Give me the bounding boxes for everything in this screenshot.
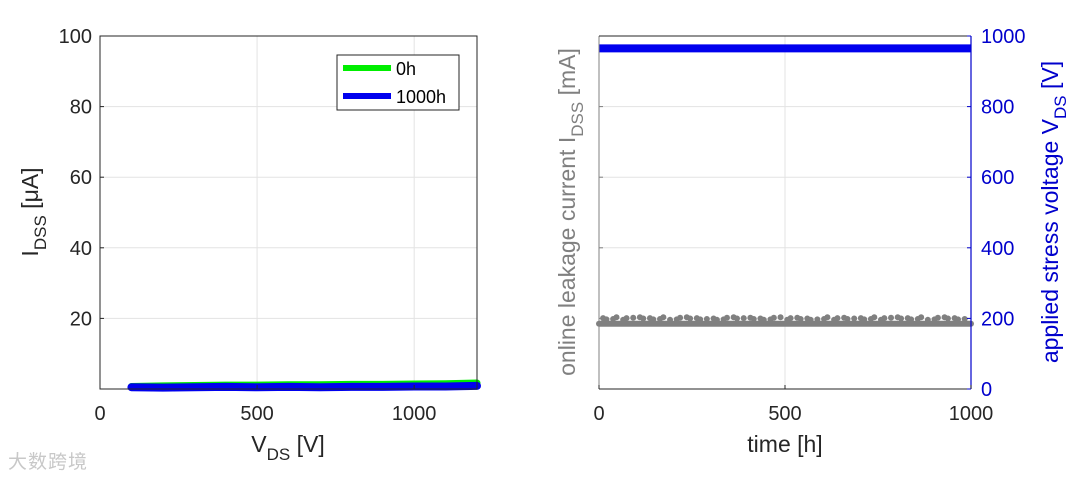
x-tick-label-left: 500 xyxy=(240,403,273,425)
leakage-noise-point xyxy=(697,316,704,323)
leakage-vs-voltage-chart: 0 500 1000 20 40 60 80 100 VDS [V] IDSS [μA] 0… xyxy=(17,26,481,464)
leakage-noise-point xyxy=(834,315,841,322)
x-tick-label-right: 0 xyxy=(593,403,604,425)
series-left xyxy=(127,379,481,392)
series-line-1000h xyxy=(127,381,481,392)
leakage-noise-point xyxy=(787,315,794,322)
y-tick-label-left: 80 xyxy=(70,97,92,119)
y-axis-label-left-side: online leakage current IDSS [mA] xyxy=(554,48,587,376)
leakage-noise-point xyxy=(954,316,961,323)
leakage-noise-point xyxy=(898,315,905,322)
leakage-noise-point xyxy=(713,316,720,323)
x-axis-label-right: time [h] xyxy=(747,431,822,457)
leakage-noise-point xyxy=(814,316,821,323)
leakage-noise-point xyxy=(630,314,637,321)
x-ticks-left: 0 500 1000 xyxy=(94,385,436,425)
leakage-noise-point xyxy=(640,315,647,322)
leakage-noise-point xyxy=(961,315,968,322)
watermark-logo: 大数跨境 xyxy=(8,451,89,473)
legend: 0h 1000h xyxy=(336,54,460,111)
leakage-noise-point xyxy=(750,315,757,322)
leakage-noise-point xyxy=(888,314,895,321)
y-tick-label-right: 200 xyxy=(981,308,1014,330)
leakage-noise-point xyxy=(703,315,710,322)
leakage-noise-point xyxy=(660,314,667,321)
leakage-noise-point xyxy=(824,314,831,321)
leakage-noise-point xyxy=(770,314,777,321)
leakage-vs-time-chart: 0 500 1000 0 200 400 600 800 1000 time [h] onli… xyxy=(554,26,1070,457)
series-right xyxy=(596,44,974,327)
leakage-noise-point xyxy=(934,314,941,321)
y-axis-label-right-side: applied stress voltage VDS [V] xyxy=(1037,61,1070,363)
leakage-noise-point xyxy=(871,314,878,321)
y-tick-label-left: 60 xyxy=(70,167,92,189)
y-axis-label-left: IDSS [μA] xyxy=(17,167,50,256)
leakage-noise-point xyxy=(723,314,730,321)
x-tick-label-left: 0 xyxy=(94,403,105,425)
leakage-noise-point xyxy=(851,315,858,322)
legend-box xyxy=(336,54,460,111)
leakage-noise-point xyxy=(797,315,804,322)
y-tick-label-right: 1000 xyxy=(981,26,1026,48)
plot-frame-left xyxy=(99,35,478,390)
leakage-noise-point xyxy=(777,314,784,321)
x-tick-label-left: 1000 xyxy=(392,403,437,425)
y-ticks-left: 20 40 60 80 100 xyxy=(59,26,104,330)
legend-label-1000h: 1000h xyxy=(396,87,446,107)
leakage-noise-point xyxy=(760,316,767,323)
leakage-noise-point xyxy=(807,316,814,323)
leakage-noise-point xyxy=(613,314,620,321)
leakage-noise-point xyxy=(677,314,684,321)
x-tick-label-right: 1000 xyxy=(949,403,994,425)
leakage-noise-point xyxy=(908,316,915,323)
y-tick-label-right: 0 xyxy=(981,379,992,401)
leakage-noise-point xyxy=(650,316,657,323)
x-tick-label-right: 500 xyxy=(768,403,801,425)
leakage-noise-point xyxy=(623,315,630,322)
leakage-noise-point xyxy=(667,316,674,323)
leakage-noise-point xyxy=(944,315,951,322)
y-tick-label-right: 800 xyxy=(981,97,1014,119)
leakage-noise-point xyxy=(861,316,868,323)
leakage-noise-point xyxy=(734,315,741,322)
leakage-noise-point xyxy=(603,316,610,323)
y-tick-label-right: 400 xyxy=(981,238,1014,260)
leakage-noise-point xyxy=(740,315,747,322)
y-ticks-right: 0 200 400 600 800 1000 xyxy=(599,26,1026,401)
leakage-noise-point xyxy=(924,316,931,323)
legend-label-0h: 0h xyxy=(396,59,416,79)
leakage-noise-points xyxy=(600,314,968,323)
y-tick-label-left: 100 xyxy=(59,26,92,48)
leakage-noise-point xyxy=(918,314,925,321)
x-axis-label-left: VDS [V] xyxy=(251,431,324,464)
leakage-noise-point xyxy=(881,315,888,322)
x-ticks-right: 0 500 1000 xyxy=(593,385,993,425)
leakage-noise-point xyxy=(844,315,851,322)
leakage-noise-point xyxy=(687,315,694,322)
y-tick-label-left: 20 xyxy=(70,308,92,330)
y-tick-label-right: 600 xyxy=(981,167,1014,189)
y-tick-label-left: 40 xyxy=(70,238,92,260)
